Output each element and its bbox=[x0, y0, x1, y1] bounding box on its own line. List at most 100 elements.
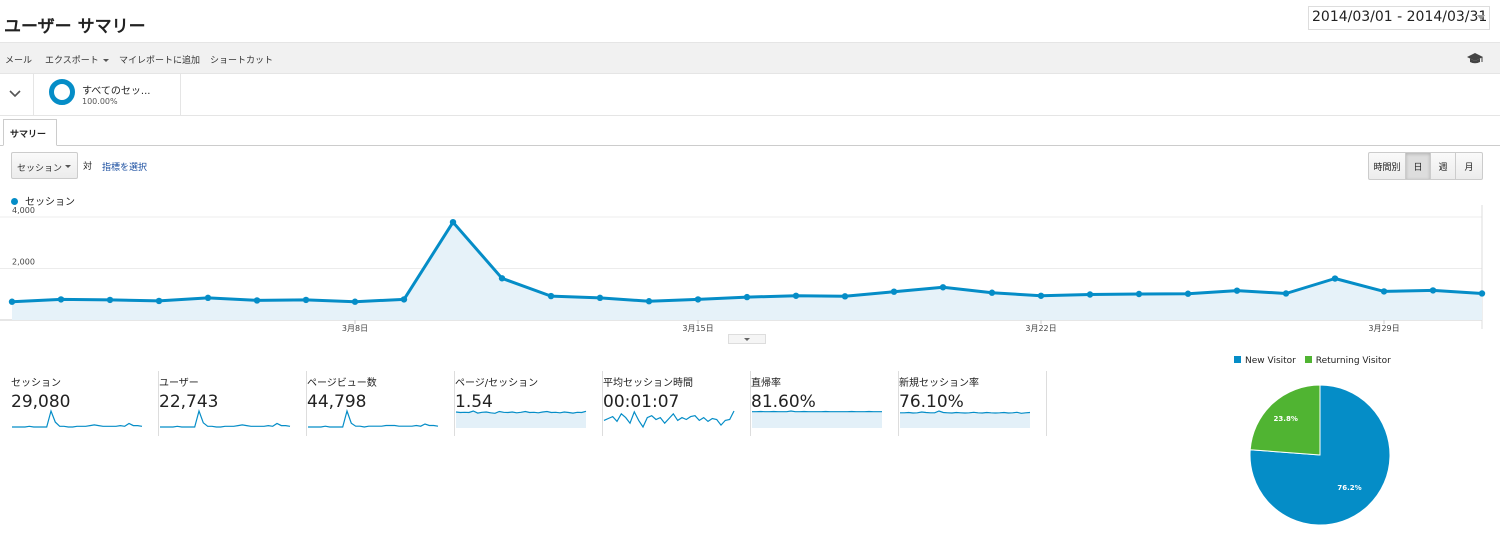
data-point[interactable] bbox=[8, 298, 16, 305]
data-point[interactable] bbox=[694, 296, 702, 303]
data-point[interactable] bbox=[302, 296, 310, 304]
period-selector: 時間別 日 週 月 bbox=[1368, 152, 1483, 180]
segment-all-sessions[interactable]: すべてのセッ... 100.00% bbox=[34, 74, 181, 116]
pie-slice[interactable] bbox=[1249, 384, 1321, 456]
x-tick-label: 3月15日 bbox=[682, 324, 713, 333]
period-day-button[interactable]: 日 bbox=[1406, 152, 1431, 180]
pie-legend-item-returning[interactable]: Returning Visitor bbox=[1304, 356, 1391, 366]
data-point[interactable] bbox=[1233, 287, 1241, 294]
scorecard[interactable]: ページ/セッション 1.54 bbox=[455, 371, 603, 436]
data-point[interactable] bbox=[498, 275, 506, 282]
report-header: ユーザー サマリー 2014/03/01 - 2014/03/31 bbox=[0, 0, 1500, 42]
data-point[interactable] bbox=[1086, 291, 1094, 298]
data-point[interactable] bbox=[841, 293, 849, 300]
date-range-picker[interactable]: 2014/03/01 - 2014/03/31 bbox=[1308, 6, 1490, 30]
data-point[interactable] bbox=[988, 289, 996, 296]
data-point[interactable] bbox=[1282, 290, 1290, 297]
scorecard-label: ユーザー bbox=[159, 378, 199, 389]
scorecard[interactable]: 平均セッション時間 00:01:07 bbox=[603, 371, 751, 436]
choose-metric-link[interactable]: 指標を選択 bbox=[102, 163, 148, 173]
data-point[interactable] bbox=[1380, 288, 1388, 295]
scorecard-label: セッション bbox=[11, 378, 61, 389]
sessions-line-chart: 4,000 2,000 3月8日 3月15日 3月22日 3月29日 bbox=[0, 205, 1486, 333]
add-to-dashboard-button[interactable]: マイレポートに追加 bbox=[119, 56, 201, 66]
vs-label: 対 bbox=[83, 162, 93, 172]
sparkline-area bbox=[456, 411, 586, 428]
chevron-down-icon bbox=[1477, 15, 1485, 20]
chevron-down-icon bbox=[65, 165, 71, 168]
scorecard-label: ページ/セッション bbox=[455, 378, 539, 389]
scorecard[interactable]: 直帰率 81.60% bbox=[751, 371, 899, 436]
data-point[interactable] bbox=[351, 298, 359, 305]
sparkline bbox=[603, 410, 735, 429]
period-week-button[interactable]: 週 bbox=[1431, 152, 1456, 180]
scorecard-label: 直帰率 bbox=[751, 378, 781, 389]
sparkline-area bbox=[900, 411, 1030, 428]
x-tick-label: 3月8日 bbox=[342, 324, 368, 333]
data-point[interactable] bbox=[106, 296, 114, 304]
data-point[interactable] bbox=[1429, 287, 1437, 294]
chevron-down-icon bbox=[744, 338, 750, 341]
data-point[interactable] bbox=[57, 296, 65, 303]
chevron-down-icon bbox=[9, 90, 21, 98]
data-point[interactable] bbox=[547, 292, 555, 300]
pie-legend: New Visitor Returning Visitor bbox=[1234, 356, 1397, 366]
segment-bar: すべてのセッ... 100.00% bbox=[0, 74, 1500, 116]
metric-dropdown[interactable]: セッション bbox=[11, 152, 78, 179]
segment-toggle[interactable] bbox=[0, 74, 34, 116]
series-legend-label: セッション bbox=[25, 197, 75, 208]
data-point[interactable] bbox=[400, 296, 408, 303]
data-point[interactable] bbox=[449, 218, 457, 226]
scorecard[interactable]: ページビュー数 44,798 bbox=[307, 371, 455, 436]
data-point[interactable] bbox=[939, 284, 947, 291]
date-range-text: 2014/03/01 - 2014/03/31 bbox=[1312, 9, 1488, 25]
email-button[interactable]: メール bbox=[5, 56, 33, 66]
scorecard-value: 81.60% bbox=[751, 392, 816, 412]
shortcut-button[interactable]: ショートカット bbox=[210, 56, 274, 66]
graduation-cap-icon[interactable] bbox=[1466, 52, 1484, 65]
chevron-down-icon bbox=[102, 59, 109, 62]
pie-data-label: 23.8% bbox=[1274, 415, 1298, 423]
data-point[interactable] bbox=[1478, 290, 1486, 297]
scorecard-value: 00:01:07 bbox=[603, 392, 680, 412]
sparkline bbox=[12, 409, 143, 428]
sparkline bbox=[455, 410, 587, 428]
x-tick-label: 3月22日 bbox=[1025, 324, 1056, 333]
tab-summary[interactable]: サマリー bbox=[3, 119, 57, 146]
data-point[interactable] bbox=[1184, 290, 1192, 297]
data-point[interactable] bbox=[890, 288, 898, 295]
data-point[interactable] bbox=[596, 294, 604, 302]
data-point[interactable] bbox=[155, 297, 163, 305]
export-button[interactable]: エクスポート bbox=[45, 53, 109, 66]
report-toolbar: メール エクスポート マイレポートに追加 ショートカット bbox=[0, 42, 1500, 74]
y-tick-label: 4,000 bbox=[12, 206, 35, 215]
data-point[interactable] bbox=[1135, 290, 1143, 298]
data-point[interactable] bbox=[1037, 292, 1045, 299]
sparkline-path bbox=[752, 410, 882, 413]
visitor-type-pie-chart: 76.2% 23.8% bbox=[1249, 384, 1391, 526]
scorecard[interactable]: セッション 29,080 bbox=[11, 371, 159, 436]
data-point[interactable] bbox=[253, 297, 261, 304]
scorecard-value: 1.54 bbox=[455, 392, 493, 412]
scorecard[interactable]: ユーザー 22,743 bbox=[159, 371, 307, 436]
data-point[interactable] bbox=[645, 298, 653, 305]
sparkline-area bbox=[752, 411, 882, 428]
period-hourly-button[interactable]: 時間別 bbox=[1368, 152, 1406, 180]
sparkline bbox=[308, 409, 439, 428]
x-tick-label: 3月29日 bbox=[1368, 324, 1399, 333]
period-month-button[interactable]: 月 bbox=[1456, 152, 1483, 180]
chart-collapse-handle[interactable] bbox=[728, 334, 766, 344]
data-point[interactable] bbox=[1331, 275, 1339, 282]
pie-data-label: 76.2% bbox=[1337, 484, 1361, 492]
data-point[interactable] bbox=[743, 293, 751, 301]
scorecard[interactable]: 新規セッション率 76.10% bbox=[899, 371, 1047, 436]
sparkline bbox=[160, 409, 291, 428]
scorecard-value: 76.10% bbox=[899, 392, 964, 412]
series-line bbox=[11, 220, 1483, 304]
data-point[interactable] bbox=[204, 294, 212, 302]
pie-legend-item-new[interactable]: New Visitor bbox=[1234, 356, 1296, 366]
sparkline-path bbox=[603, 410, 735, 429]
scorecard-value: 29,080 bbox=[11, 392, 71, 412]
data-point[interactable] bbox=[792, 292, 800, 299]
sparkline bbox=[900, 410, 1031, 428]
